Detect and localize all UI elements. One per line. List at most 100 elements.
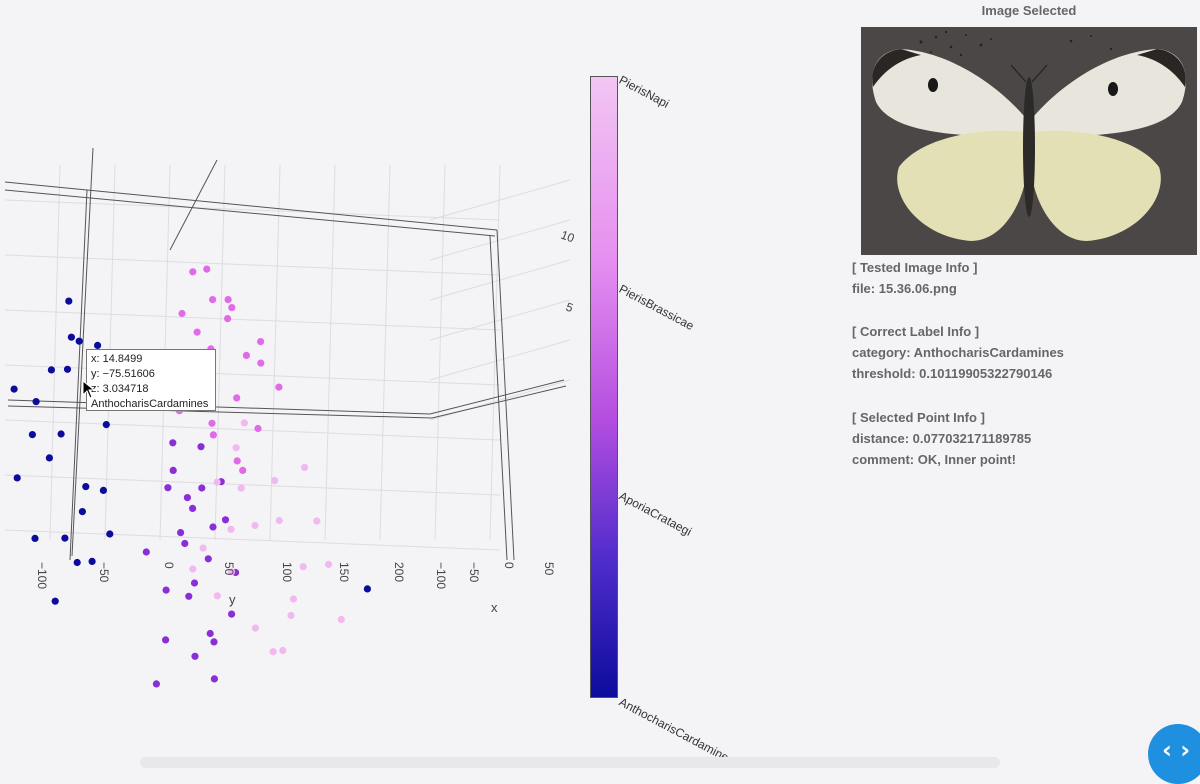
data-point-pierisnapi[interactable] [189,565,197,573]
data-point-anthochariscardamines[interactable] [10,385,18,393]
data-point-anthochariscardamines[interactable] [57,430,65,438]
data-point-pierisbrassicae[interactable] [275,383,283,391]
data-point-pierisbrassicae[interactable] [257,338,265,346]
points-layer [10,265,371,688]
data-point-anthochariscardamines[interactable] [106,530,114,538]
data-point-aporiacrataegi[interactable] [162,586,170,594]
data-point-aporiacrataegi[interactable] [206,629,214,638]
data-point-pierisnapi[interactable] [251,624,259,632]
data-point-aporiacrataegi[interactable] [210,638,218,646]
data-point-pierisnapi[interactable] [240,419,248,427]
data-point-anthochariscardamines[interactable] [28,431,36,439]
data-point-pierisnapi[interactable] [299,563,307,571]
data-point-anthochariscardamines[interactable] [78,508,86,516]
x-tick-label: −100 [434,562,448,589]
data-point-aporiacrataegi[interactable] [169,466,177,474]
data-point-pierisnapi[interactable] [269,648,277,656]
data-point-pierisbrassicae[interactable] [239,466,247,474]
data-point-pierisnapi[interactable] [271,477,279,485]
data-point-anthochariscardamines[interactable] [363,585,371,593]
data-point-aporiacrataegi[interactable] [228,610,236,618]
data-point-anthochariscardamines[interactable] [102,421,110,429]
data-point-anthochariscardamines[interactable] [88,557,96,566]
data-point-pierisbrassicae[interactable] [209,431,217,439]
data-point-pierisbrassicae[interactable] [233,394,241,402]
data-point-aporiacrataegi[interactable] [169,439,177,447]
data-point-pierisnapi[interactable] [251,521,259,530]
data-point-anthochariscardamines[interactable] [31,534,39,543]
data-point-aporiacrataegi[interactable] [197,443,205,451]
data-point-anthochariscardamines[interactable] [45,454,54,462]
data-point-anthochariscardamines[interactable] [51,597,59,605]
data-point-aporiacrataegi[interactable] [181,539,189,548]
horizontal-scrollbar[interactable] [140,757,1000,768]
data-point-anthochariscardamines[interactable] [94,341,102,349]
y-tick-label: 150 [337,562,351,582]
data-point-aporiacrataegi[interactable] [142,548,150,556]
data-point-pierisnapi[interactable] [199,544,207,552]
data-point-pierisnapi[interactable] [237,484,245,492]
x-tick-label: −50 [467,562,481,583]
data-point-pierisbrassicae[interactable] [233,457,241,465]
plot-canvas[interactable]: −100 −50 0 50 100 150 200 −100 −50 0 50 10 5 y x [0,0,840,768]
data-point-aporiacrataegi[interactable] [183,494,191,502]
data-point-anthochariscardamines[interactable] [13,474,21,482]
data-point-pierisbrassicae[interactable] [224,315,232,323]
butterfly-image-icon [861,27,1197,255]
data-point-anthochariscardamines[interactable] [63,365,72,373]
data-point-pierisbrassicae[interactable] [208,419,216,427]
data-point-anthochariscardamines[interactable] [82,483,90,491]
data-point-pierisbrassicae[interactable] [209,296,217,304]
data-point-anthochariscardamines[interactable] [65,297,73,305]
data-point-anthochariscardamines[interactable] [61,534,69,542]
data-point-pierisnapi[interactable] [279,646,287,655]
scatter-3d-plot[interactable]: −100 −50 0 50 100 150 200 −100 −50 0 50 10 5 y x Pieri… [0,0,840,768]
colorbar: PierisNapi PierisBrassicae AporiaCrataeg… [590,73,736,767]
x-tick-label: 0 [502,562,516,569]
data-point-anthochariscardamines[interactable] [47,366,56,374]
data-point-pierisnapi[interactable] [227,525,235,533]
code-toggle-button[interactable]: ‹ › [1148,724,1200,784]
data-point-pierisbrassicae[interactable] [254,424,262,433]
data-point-pierisbrassicae[interactable] [257,359,265,367]
data-point-aporiacrataegi[interactable] [152,680,160,688]
selected-point-distance: distance: 0.077032171189785 [852,431,1032,446]
data-point-pierisnapi[interactable] [287,611,295,620]
data-point-pierisbrassicae[interactable] [178,309,186,318]
data-point-pierisnapi[interactable] [313,517,321,525]
data-point-anthochariscardamines[interactable] [67,333,75,341]
data-point-aporiacrataegi[interactable] [164,484,172,492]
data-point-pierisbrassicae[interactable] [193,328,201,336]
data-point-pierisnapi[interactable] [275,516,283,525]
data-point-aporiacrataegi[interactable] [204,555,212,563]
data-point-pierisnapi[interactable] [337,615,345,624]
data-point-anthochariscardamines[interactable] [99,486,107,494]
data-point-anthochariscardamines[interactable] [32,398,40,406]
data-point-pierisnapi[interactable] [289,595,298,603]
data-point-anthochariscardamines[interactable] [73,558,81,567]
data-point-aporiacrataegi[interactable] [189,504,197,512]
data-point-aporiacrataegi[interactable] [162,636,170,644]
data-point-aporiacrataegi[interactable] [221,516,230,524]
data-point-pierisbrassicae[interactable] [189,268,197,276]
data-point-aporiacrataegi[interactable] [190,579,199,587]
data-point-pierisnapi[interactable] [325,560,333,569]
data-point-pierisnapi[interactable] [227,568,236,576]
data-point-anthochariscardamines[interactable] [75,337,83,345]
data-point-pierisnapi[interactable] [301,463,309,471]
data-point-aporiacrataegi[interactable] [191,652,199,660]
colorbar-gradient [590,76,618,698]
data-point-aporiacrataegi[interactable] [198,484,206,492]
data-point-pierisbrassicae[interactable] [224,296,232,304]
data-point-aporiacrataegi[interactable] [209,523,217,531]
data-point-pierisnapi[interactable] [213,592,221,600]
data-point-aporiacrataegi[interactable] [177,529,185,537]
data-point-aporiacrataegi[interactable] [210,675,218,683]
data-point-pierisbrassicae[interactable] [242,351,250,359]
x-tick-label: 50 [542,562,556,576]
data-point-pierisbrassicae[interactable] [203,265,211,273]
data-point-pierisnapi[interactable] [232,444,240,452]
data-point-aporiacrataegi[interactable] [185,592,193,600]
data-point-pierisbrassicae[interactable] [228,304,236,312]
data-point-pierisnapi[interactable] [213,478,221,486]
